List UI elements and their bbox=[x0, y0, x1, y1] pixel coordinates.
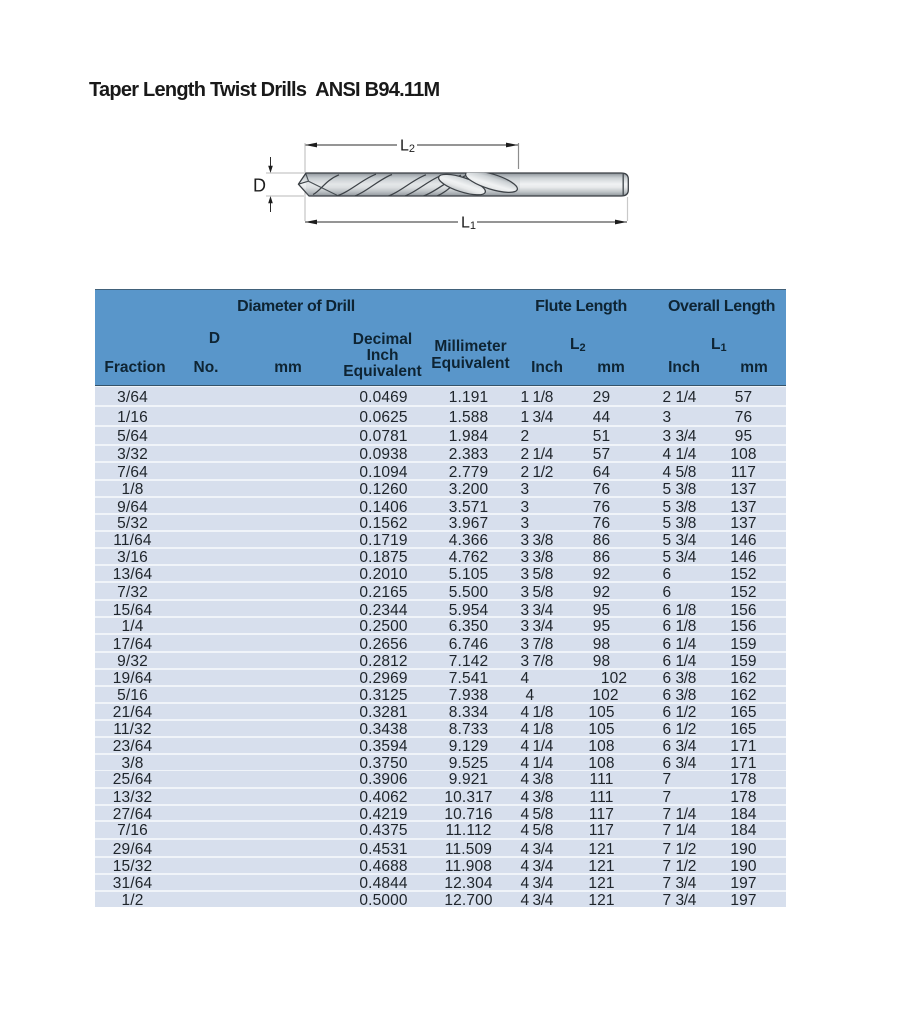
svg-text:L1: L1 bbox=[461, 215, 476, 233]
svg-text:D: D bbox=[253, 176, 266, 196]
svg-text:L2: L2 bbox=[400, 138, 415, 156]
